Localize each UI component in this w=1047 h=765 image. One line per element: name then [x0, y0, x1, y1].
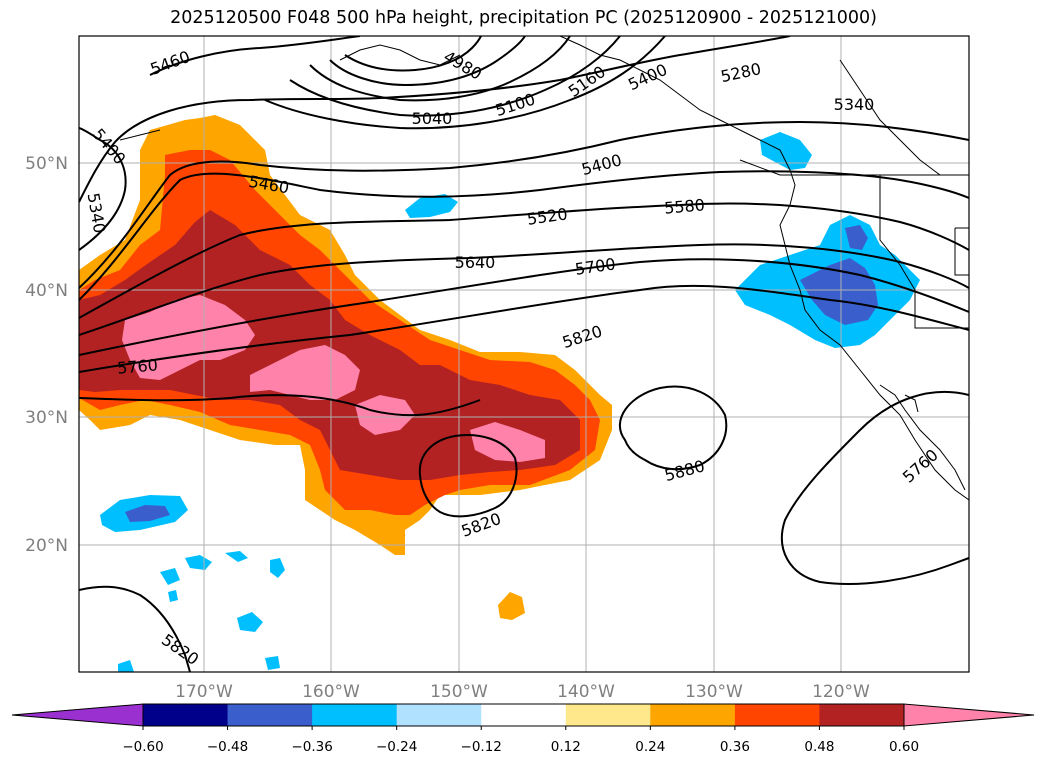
graticule	[79, 36, 969, 672]
colorbar-cell	[312, 704, 398, 726]
contour-label: 5640	[455, 253, 496, 272]
colorbar-tick-label: 0.24	[635, 739, 665, 755]
colorbar-cell	[565, 704, 651, 726]
lon-label: 160°W	[302, 682, 360, 702]
colorbar-cells	[12, 704, 1034, 726]
page-title: 2025120500 F048 500 hPa height, precipit…	[170, 8, 877, 28]
lon-label: 130°W	[685, 682, 743, 702]
colorbar-extend-max	[904, 704, 1034, 726]
lat-label: 40°N	[25, 281, 68, 301]
colorbar-tick-label: −0.24	[376, 739, 417, 755]
colorbar-tick-label: −0.36	[291, 739, 332, 755]
contour-label: 5340	[834, 95, 875, 114]
colorbar-tick-label: 0.36	[720, 739, 750, 755]
colorbar-tick-label: −0.60	[122, 739, 163, 755]
lon-label: 150°W	[430, 682, 488, 702]
contour-label: 5580	[663, 195, 705, 217]
colorbar-tick-label: −0.48	[207, 739, 248, 755]
colorbar-tick-label: 0.48	[804, 739, 834, 755]
longitude-labels: 170°W 160°W 150°W 140°W 130°W 120°W	[175, 682, 870, 702]
lat-label: 50°N	[25, 154, 68, 174]
lat-label: 30°N	[25, 408, 68, 428]
colorbar-cell	[819, 704, 905, 726]
map-frame	[78, 35, 970, 673]
colorbar-ticks: −0.60 −0.48 −0.36 −0.24 −0.12 0.12 0.24 0.36 0.4…	[122, 726, 919, 755]
lat-label: 20°N	[25, 536, 68, 556]
colorbar-extend-min	[12, 704, 143, 726]
colorbar-cell	[734, 704, 820, 726]
colorbar-cell	[650, 704, 736, 726]
contour-label: 5040	[412, 109, 453, 128]
colorbar-tick-label: 0.60	[889, 739, 919, 755]
height-contours	[79, 36, 969, 672]
colorbar-cell	[481, 704, 567, 726]
colorbar-cell	[143, 704, 229, 726]
colorbar: −0.60 −0.48 −0.36 −0.24 −0.12 0.12 0.24 0.36 0.4…	[11, 703, 1035, 755]
colorbar-tick-label: −0.12	[461, 739, 502, 755]
map-area: 5460 4980 5280 5400 5040 5100 5160 5340 …	[79, 36, 969, 672]
latitude-labels: 50°N 40°N 30°N 20°N	[25, 154, 68, 556]
colorbar-cell	[396, 704, 482, 726]
lon-label: 120°W	[812, 682, 870, 702]
contour-label: 5760	[116, 355, 158, 377]
colorbar-cell	[227, 704, 313, 726]
lon-label: 140°W	[557, 682, 615, 702]
colorbar-tick-label: 0.12	[551, 739, 581, 755]
lon-label: 170°W	[175, 682, 233, 702]
